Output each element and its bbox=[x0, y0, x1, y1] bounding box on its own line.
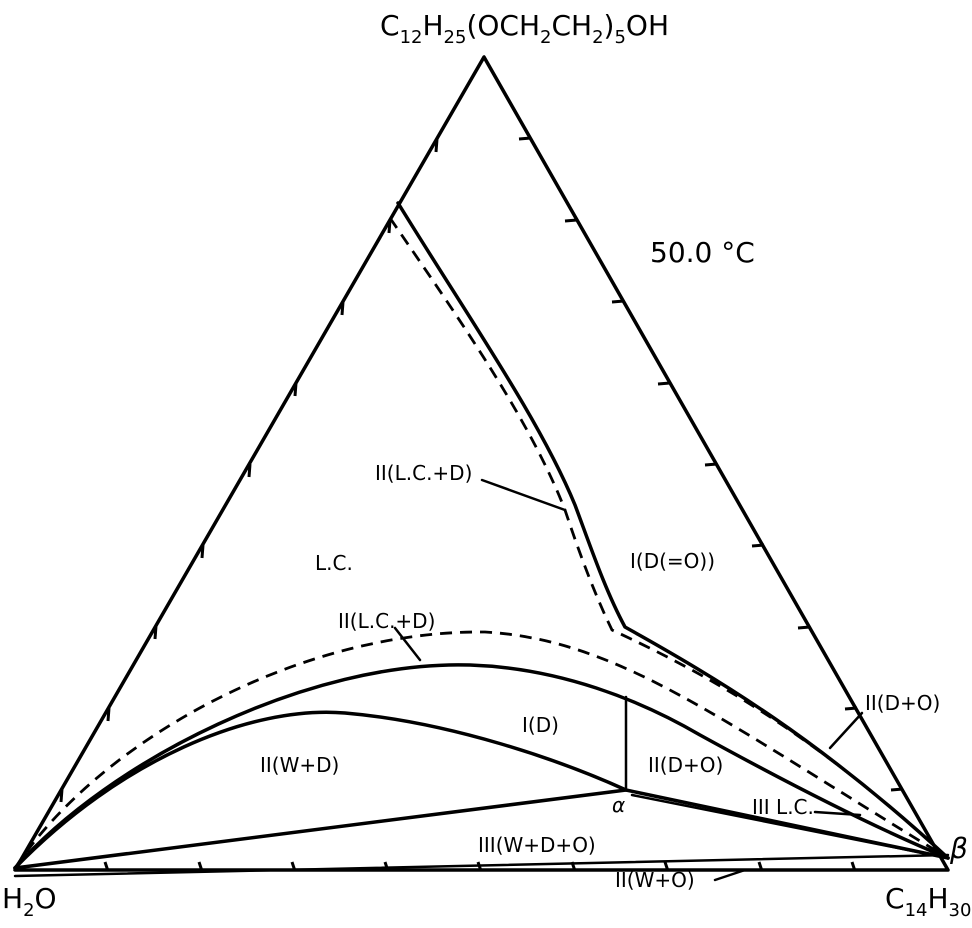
left-edge-ticks bbox=[59, 138, 439, 803]
dome-dashed bbox=[13, 630, 949, 869]
region-lcd-lower: II(L.C.+D) bbox=[338, 609, 435, 633]
region-wd: II(W+D) bbox=[260, 753, 339, 777]
left-corner-label: H2O bbox=[2, 882, 57, 921]
region-lc3: III L.C. bbox=[752, 795, 814, 819]
bottom-edge-ticks bbox=[103, 861, 857, 872]
region-lc: L.C. bbox=[315, 551, 353, 575]
region-lcd-upper: II(L.C.+D) bbox=[375, 461, 472, 485]
baseline-inner bbox=[13, 853, 950, 878]
point-alpha: α bbox=[612, 793, 625, 817]
pointer-lc3 bbox=[813, 810, 862, 817]
boundary-upper-dashed bbox=[388, 217, 949, 860]
region-wdo: III(W+D+O) bbox=[478, 833, 596, 857]
apex-label: C12H25(OCH2CH2)5OH bbox=[380, 9, 669, 48]
temperature-label: 50.0 °C bbox=[650, 236, 755, 269]
region-do: II(D+O) bbox=[648, 753, 723, 777]
triangle-frame bbox=[13, 55, 950, 872]
region-d: I(D) bbox=[522, 713, 559, 737]
pointer-do-right bbox=[828, 711, 864, 750]
dome-solid-outer bbox=[13, 663, 950, 870]
region-do-right: II(D+O) bbox=[865, 691, 940, 715]
right-corner-label: C14H30 bbox=[885, 882, 971, 921]
pointer-lcd-upper bbox=[480, 478, 567, 512]
right-edge-ticks bbox=[518, 136, 904, 792]
dome-solid-inner bbox=[13, 710, 628, 870]
pointer-lcd-lower bbox=[393, 626, 422, 662]
pointer-wo bbox=[713, 868, 747, 882]
region-wo: II(W+O) bbox=[615, 868, 695, 892]
point-beta: β bbox=[949, 832, 968, 865]
region-d-o-top: I(D(=O)) bbox=[630, 549, 715, 573]
alpha-to-beta bbox=[630, 793, 950, 860]
